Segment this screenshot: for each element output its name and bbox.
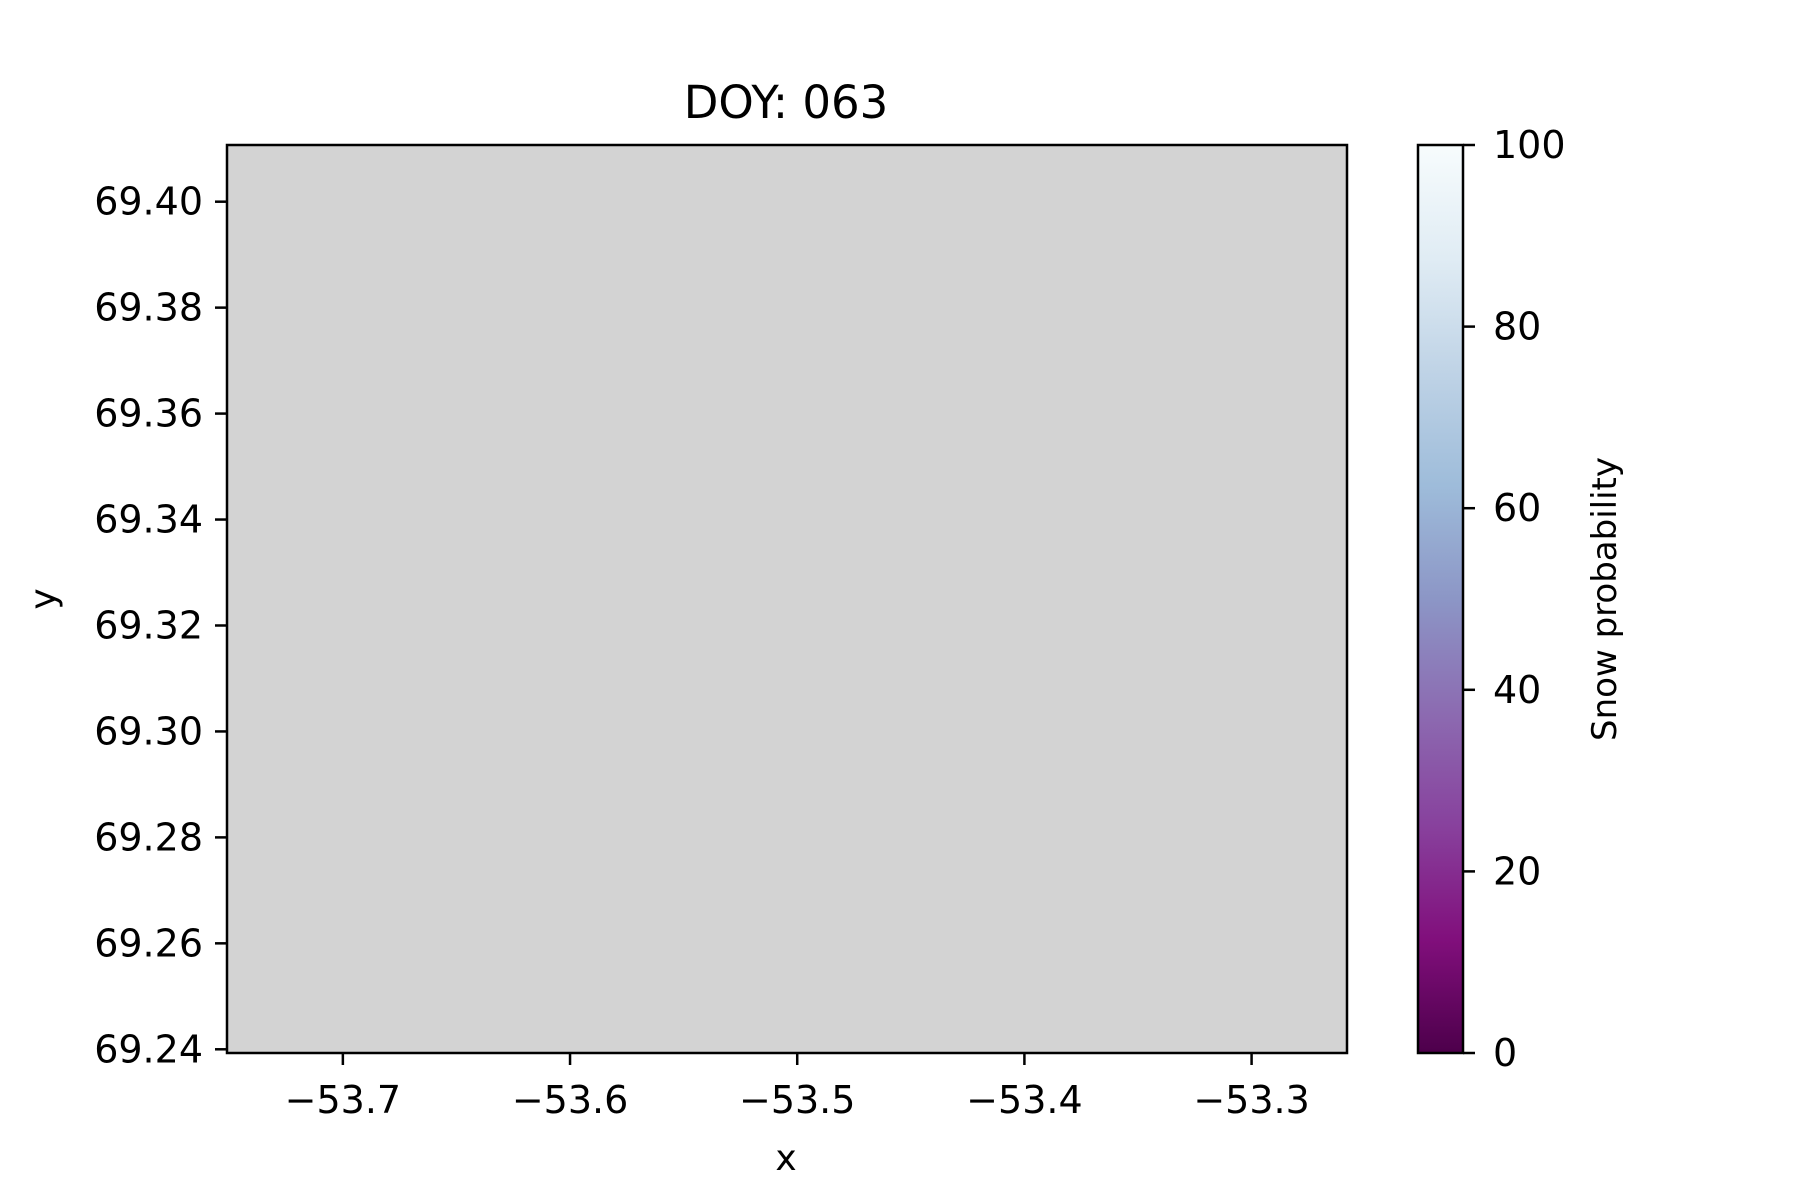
colorbar-axis: 0 20 40 60 80 100 — [1463, 123, 1566, 1075]
x-tick-label: −53.7 — [285, 1078, 401, 1122]
colorbar — [1416, 143, 1465, 1055]
x-axis: −53.7 −53.6 −53.5 −53.4 −53.3 — [285, 1053, 1310, 1122]
y-tick-label: 69.24 — [94, 1027, 203, 1071]
x-tick-label: −53.5 — [739, 1078, 855, 1122]
colorbar-tick-label: 60 — [1493, 486, 1541, 530]
y-tick-label: 69.36 — [94, 392, 203, 436]
chart-title: DOY: 063 — [684, 76, 888, 129]
colorbar-tick-label: 0 — [1493, 1031, 1517, 1075]
y-tick-label: 69.28 — [94, 815, 203, 859]
x-tick-label: −53.3 — [1193, 1078, 1309, 1122]
y-axis: 69.24 69.26 69.28 69.30 69.32 69.34 69.36 69.38… — [94, 180, 227, 1071]
x-axis-label: x — [775, 1138, 796, 1179]
y-tick-label: 69.38 — [94, 286, 203, 330]
plot-area — [225, 143, 1349, 1055]
y-tick-label: 69.30 — [94, 709, 203, 753]
colorbar-label: Snow probability — [1585, 457, 1625, 741]
y-axis-label: y — [23, 588, 64, 609]
x-tick-label: −53.6 — [512, 1078, 628, 1122]
colorbar-tick-label: 100 — [1493, 123, 1566, 167]
y-tick-label: 69.40 — [94, 180, 203, 224]
y-tick-label: 69.34 — [94, 498, 203, 542]
colorbar-tick-label: 80 — [1493, 305, 1541, 349]
x-tick-label: −53.4 — [966, 1078, 1082, 1122]
y-tick-label: 69.26 — [94, 921, 203, 965]
y-tick-label: 69.32 — [94, 603, 203, 647]
colorbar-tick-label: 40 — [1493, 668, 1541, 712]
colorbar-tick-label: 20 — [1493, 849, 1541, 893]
